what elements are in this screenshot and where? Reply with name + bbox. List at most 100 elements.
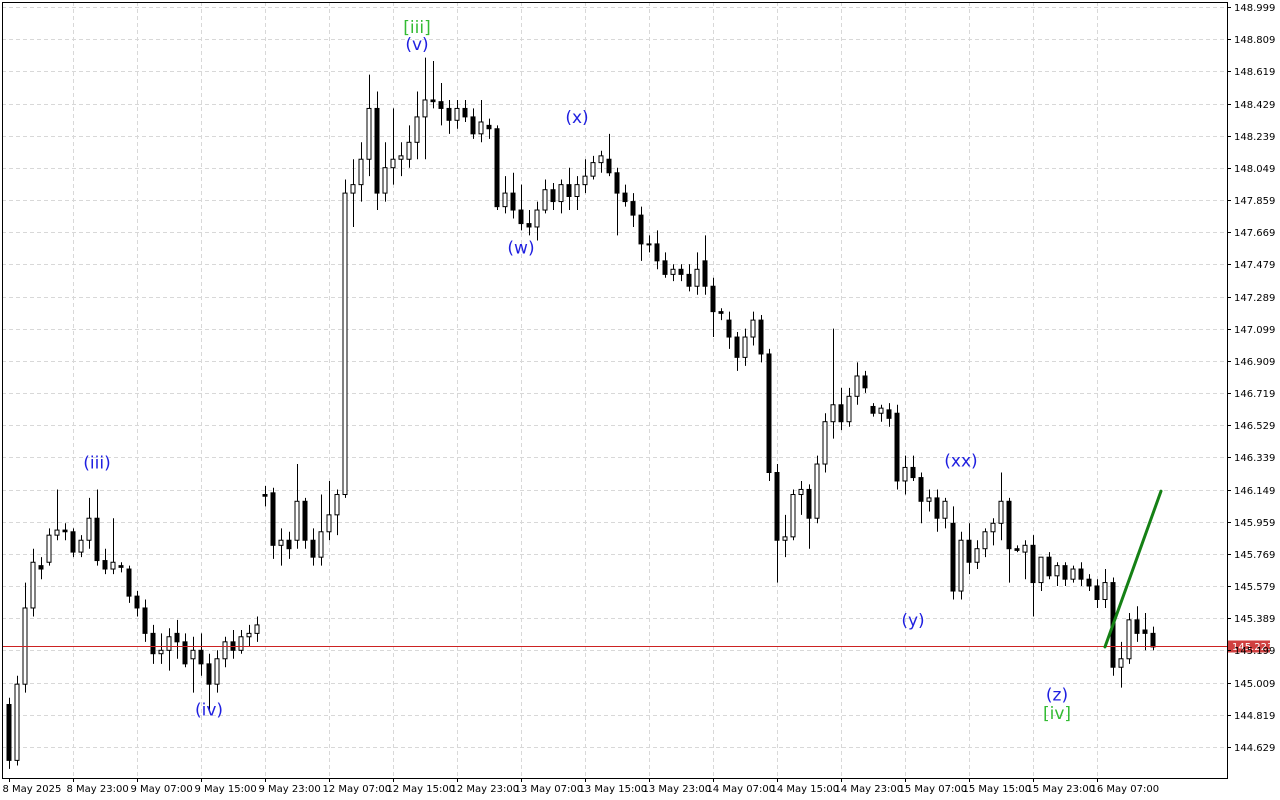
- candle-body-bearish: [518, 209, 524, 225]
- candle-body-bullish: [790, 494, 796, 538]
- candlestick: [702, 235, 708, 295]
- y-tick-label: 145.959: [1234, 518, 1275, 529]
- candlestick: [1142, 613, 1148, 651]
- candlestick: [102, 548, 108, 575]
- candle-body-bullish: [1038, 556, 1044, 584]
- candle-body-bullish: [422, 99, 428, 118]
- candlestick: [214, 650, 220, 693]
- candlestick: [270, 487, 276, 559]
- candlestick: [454, 99, 460, 129]
- candlestick: [646, 235, 652, 253]
- candlestick: [574, 176, 580, 211]
- forecast-layer: [1103, 489, 1163, 649]
- y-tick-label: 148.239: [1234, 132, 1275, 143]
- candle-body-bearish: [886, 409, 892, 419]
- wave-label-layer: (iii) (iv) [iii](v) (w) (x) (y) (xx) (z)[iv]: [83, 18, 1071, 724]
- candle-body-bullish: [830, 404, 836, 423]
- candle-body-bullish: [542, 189, 548, 211]
- x-tick-label: 14 May 07:00: [707, 784, 776, 795]
- candle-body-bullish: [14, 683, 20, 761]
- candle-body-bullish: [854, 375, 860, 397]
- candlestick: [894, 404, 900, 490]
- candlestick: [982, 528, 988, 558]
- candlestick: [38, 557, 44, 580]
- candle-body-bearish: [438, 101, 444, 109]
- candle-body-bearish: [1150, 632, 1156, 648]
- candle-body-bearish: [614, 172, 620, 194]
- y-tick-label: 146.909: [1234, 357, 1275, 368]
- candlestick: [310, 528, 316, 566]
- candle-body-bearish: [1006, 500, 1012, 550]
- candle-body-bearish: [622, 192, 628, 203]
- candlestick: [326, 480, 332, 541]
- candle-body-bearish: [134, 595, 140, 609]
- candlestick: [446, 99, 452, 134]
- candlestick: [630, 193, 636, 227]
- candle-body-bearish: [1046, 556, 1052, 577]
- candlestick: [118, 562, 124, 573]
- candlestick: [6, 697, 12, 769]
- candlestick: [302, 497, 308, 549]
- candle-body-bullish: [366, 107, 372, 160]
- candlestick: [30, 548, 36, 617]
- candle-body-bullish: [326, 514, 332, 533]
- candlestick: [246, 624, 252, 647]
- candlestick: [758, 315, 764, 363]
- wave-label: (v): [405, 35, 428, 55]
- candle-body-bullish: [78, 539, 84, 553]
- candlestick: [294, 464, 300, 549]
- candlestick: [126, 565, 132, 603]
- candle-body-bullish: [974, 548, 980, 563]
- candlestick: [198, 633, 204, 676]
- candlestick: [1054, 562, 1060, 586]
- candle-layer: [6, 57, 1156, 769]
- y-tick-label: 148.809: [1234, 35, 1275, 46]
- candlestick: [838, 387, 844, 431]
- candlestick: [518, 184, 524, 231]
- candlestick: [438, 83, 444, 126]
- candle-body-bearish: [630, 201, 636, 216]
- candle-body-bearish: [1134, 619, 1140, 634]
- candle-body-bullish: [582, 175, 588, 186]
- candlestick: [182, 633, 188, 668]
- candle-body-bearish: [662, 260, 668, 275]
- candle-body-bullish: [1118, 658, 1124, 668]
- candle-body-bearish: [718, 311, 724, 314]
- candle-body-bearish: [62, 529, 68, 533]
- candlestick: [1022, 540, 1028, 580]
- forecast-arrow-line: [1103, 489, 1163, 649]
- candle-body-bullish: [158, 649, 164, 655]
- candlestick: [734, 331, 740, 371]
- candlestick: [550, 182, 556, 211]
- candlestick: [1014, 545, 1020, 553]
- candle-body-bearish: [430, 99, 436, 103]
- candle-body-bullish: [238, 636, 244, 651]
- candle-body-bearish: [262, 494, 268, 497]
- bid-line-layer: 145.223: [2, 640, 1273, 653]
- candlestick: [662, 252, 668, 278]
- candle-body-bullish: [454, 107, 460, 121]
- candlestick: [374, 91, 380, 211]
- candle-body-bearish: [758, 319, 764, 355]
- candle-body-bullish: [246, 632, 252, 638]
- candlestick: [422, 57, 428, 160]
- wave-label: (z): [1046, 685, 1068, 705]
- candlestick: [710, 277, 716, 338]
- candlestick: [926, 489, 932, 512]
- candlestick: [406, 125, 412, 168]
- candle-body-bearish: [894, 412, 900, 482]
- x-tick-label: 12 May 15:00: [387, 784, 456, 795]
- candle-body-bearish: [494, 128, 500, 208]
- candle-body-bullish: [342, 192, 348, 496]
- candlestick: [798, 480, 804, 515]
- candlestick: [902, 455, 908, 495]
- candle-body-bearish: [910, 466, 916, 479]
- candlestick: [598, 150, 604, 173]
- candle-body-bearish: [1062, 565, 1068, 580]
- candle-body-bullish: [942, 500, 948, 519]
- x-tick-label: 13 May 15:00: [579, 784, 648, 795]
- wave-label: (xx): [944, 452, 977, 472]
- candle-body-bearish: [774, 472, 780, 541]
- x-tick-label: 8 May 23:00: [67, 784, 129, 795]
